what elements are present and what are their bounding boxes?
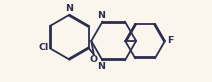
Text: O: O bbox=[90, 55, 98, 64]
Text: Cl: Cl bbox=[38, 43, 48, 52]
Text: F: F bbox=[167, 36, 173, 46]
Text: N: N bbox=[66, 4, 74, 13]
Text: N: N bbox=[98, 11, 105, 20]
Text: N: N bbox=[98, 62, 105, 71]
